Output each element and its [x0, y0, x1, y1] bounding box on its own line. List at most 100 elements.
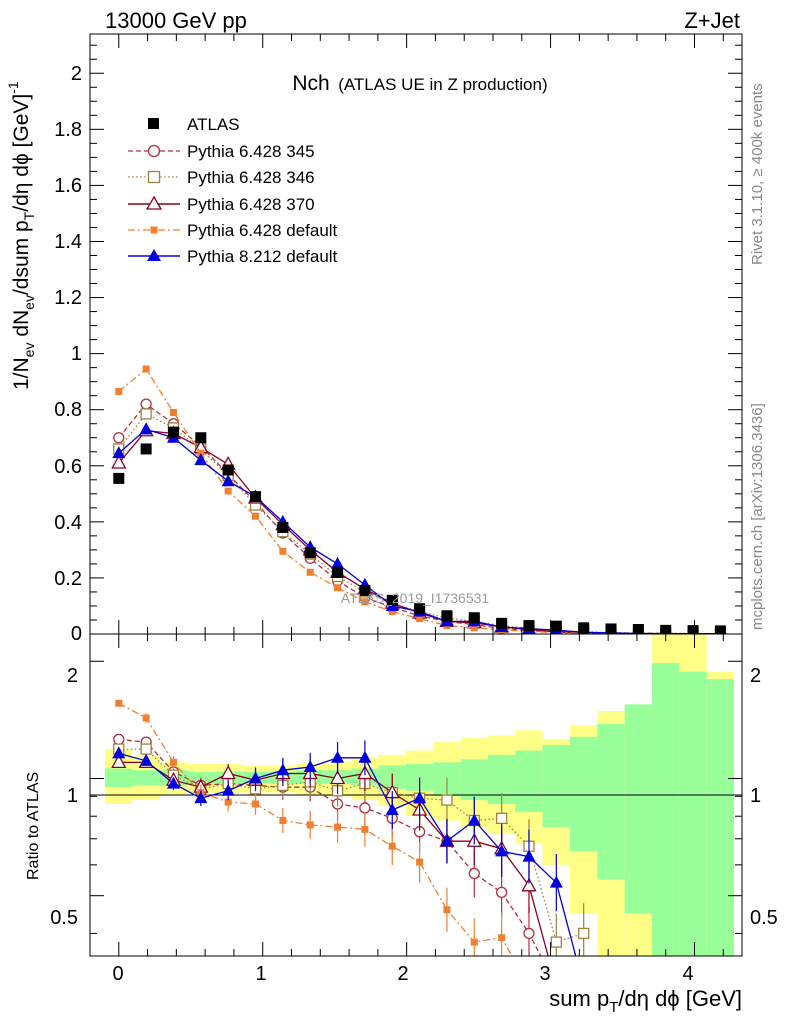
- data-point: [359, 585, 371, 597]
- data-point: [714, 625, 726, 634]
- ratio-data-point: [329, 770, 346, 785]
- ratio-data-point: [142, 714, 150, 722]
- legend-label: ATLAS: [187, 115, 240, 134]
- data-point: [140, 443, 152, 455]
- ratio-data-point: [194, 791, 208, 804]
- ratio-panel-frame: [89, 633, 743, 957]
- data-point: [113, 432, 125, 444]
- y-tick-label-main: 1.6: [54, 175, 82, 197]
- legend-marker: [147, 144, 161, 158]
- ratio-data-point: [525, 983, 532, 990]
- stat-band-bin: [597, 724, 625, 880]
- stat-band-bin: [570, 736, 598, 852]
- data-point: [361, 598, 369, 606]
- legend-entry-atlas: ATLAS: [148, 115, 240, 134]
- y-tick-label-main: 1.8: [54, 119, 82, 141]
- data-point: [386, 594, 398, 606]
- y-tick-label-ratio-right: 0.5: [750, 907, 778, 929]
- ratio-data-point: [359, 802, 371, 814]
- y-tick-label-ratio: 0.5: [50, 907, 78, 929]
- ratio-series-line: [118, 702, 513, 956]
- stat-band-bin: [679, 671, 707, 956]
- data-point: [197, 449, 205, 457]
- data-point: [169, 409, 177, 417]
- y-tick-label-main: 1.4: [54, 231, 82, 253]
- ratio-series-line: [118, 748, 584, 943]
- data-point: [111, 454, 127, 469]
- legend-marker: [145, 195, 163, 210]
- data-point: [304, 547, 316, 559]
- ratio-data-point: [249, 771, 263, 784]
- data-point: [605, 623, 617, 634]
- ratio-data-point: [388, 842, 396, 850]
- ratio-data-point: [252, 800, 260, 808]
- legend-marker: [147, 170, 161, 184]
- stat-band-bin: [460, 759, 488, 801]
- ratio-data-point: [521, 877, 537, 892]
- data-point: [550, 620, 562, 632]
- y-tick-label-ratio-right: 2: [750, 665, 761, 687]
- ratio-data-point: [306, 821, 314, 829]
- data-point: [224, 487, 232, 495]
- x-axis-label: sum pT/dη dϕ [GeV]: [549, 986, 742, 1016]
- legend-label: Pythia 6.428 default: [187, 221, 338, 240]
- data-point: [331, 556, 345, 569]
- data-point: [578, 622, 590, 634]
- x-tick-label: 3: [539, 963, 550, 985]
- ratio-data-point: [416, 858, 424, 866]
- axis-ticks: [89, 34, 742, 956]
- process-label: Z+Jet: [684, 8, 740, 33]
- main-y-axis-label: 1/Nev dNev/dsum pT/dη dϕ [GeV]-1: [5, 81, 37, 390]
- ratio-data-point: [495, 844, 509, 857]
- ratio-data-point: [498, 934, 506, 942]
- main-y-tick-labels: 0.2 0.4 0.6 0.8 1 1.2 1.4 1.6 1.8 2 0: [54, 63, 82, 645]
- data-point: [496, 617, 508, 629]
- ratio-data-point: [220, 765, 236, 780]
- data-point: [250, 491, 262, 503]
- ratio-data-point: [361, 825, 369, 833]
- x-tick-label: 1: [255, 963, 266, 985]
- data-point: [113, 472, 125, 484]
- x-tick-labels: 0 1 2 3 4: [112, 963, 693, 985]
- ratio-data-point: [470, 938, 478, 946]
- x-tick-label: 4: [682, 963, 693, 985]
- ratio-panel-series: [111, 699, 590, 990]
- y-tick-label-main: 2: [71, 63, 82, 85]
- data-point: [441, 610, 453, 622]
- ratio-data-point: [523, 927, 535, 940]
- data-point: [468, 612, 480, 624]
- ratio-data-point: [169, 758, 177, 766]
- y-tick-label-ratio: 2: [67, 665, 78, 687]
- ratio-data-point: [279, 816, 287, 824]
- legend-entry-p6default: Pythia 6.428 default: [128, 221, 338, 240]
- ratio-data-point: [578, 927, 590, 940]
- y-tick-label-main: 0.6: [54, 456, 82, 478]
- data-point: [523, 620, 535, 632]
- ratio-y-axis-label: Ratio to ATLAS: [25, 772, 42, 880]
- y-tick-label-ratio: 1: [67, 785, 78, 807]
- y-tick-label-main-zero: 0: [71, 623, 82, 645]
- ratio-data-point: [113, 733, 125, 746]
- y-tick-label-main: 0.2: [54, 568, 82, 590]
- ratio-data-point: [224, 798, 232, 806]
- stat-band-bin: [105, 768, 133, 788]
- x-tick-label: 2: [397, 963, 408, 985]
- mcplots-label: mcplots.cern.ch [arXiv:1306.3436]: [749, 403, 766, 630]
- data-point: [470, 624, 478, 632]
- stat-band-bin: [652, 662, 680, 956]
- data-point: [632, 624, 644, 634]
- legend-marker: [147, 249, 161, 261]
- data-point: [112, 446, 126, 459]
- ratio-data-point: [440, 834, 454, 847]
- ratio-data-point: [139, 753, 153, 766]
- stat-band-bin: [624, 704, 653, 914]
- legend-label: Pythia 6.428 346: [187, 168, 315, 187]
- data-point: [115, 387, 123, 395]
- beam-label: 13000 GeV pp: [105, 8, 247, 33]
- ratio-data-point: [112, 746, 126, 759]
- data-point: [142, 365, 150, 373]
- data-point: [414, 603, 426, 615]
- legend-label: Pythia 6.428 345: [187, 142, 315, 161]
- ratio-data-point: [358, 750, 372, 763]
